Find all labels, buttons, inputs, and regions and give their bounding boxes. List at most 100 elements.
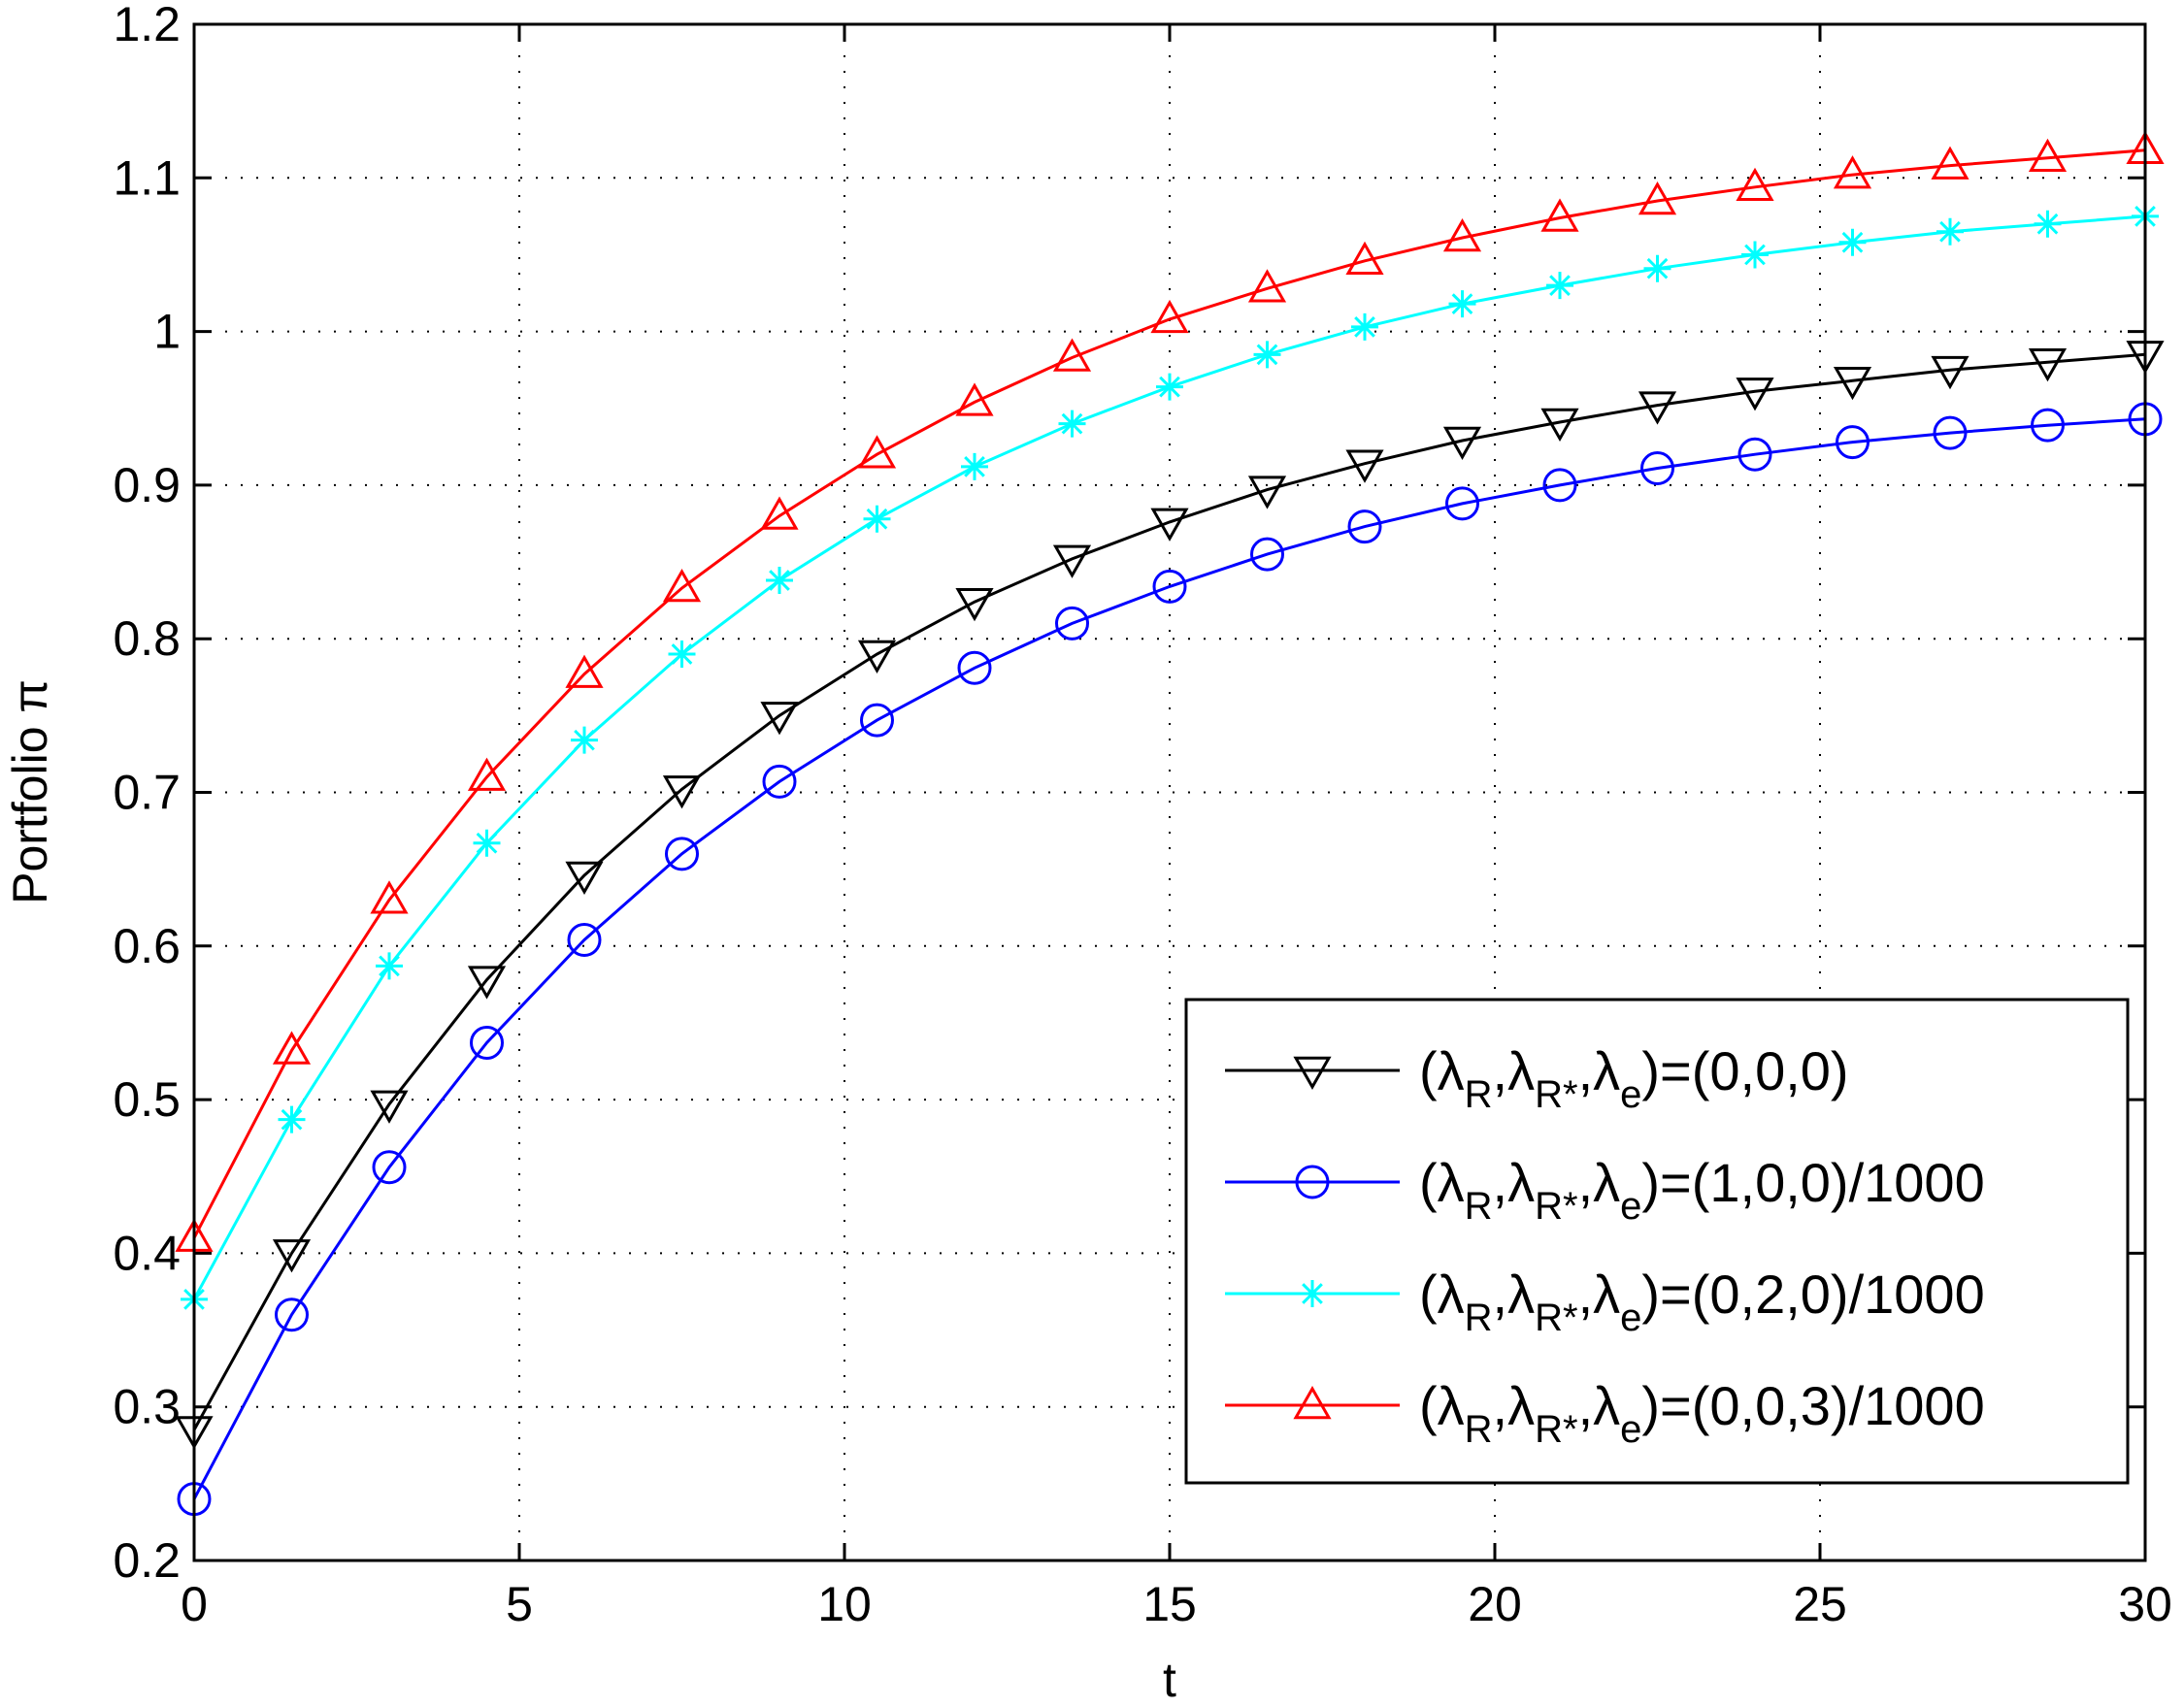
legend-subscript: R* <box>1535 1408 1577 1451</box>
y-tick-label: 1.1 <box>113 150 181 205</box>
data-point <box>272 1031 312 1065</box>
legend-subscript: e <box>1620 1408 1641 1451</box>
data-point <box>467 966 507 1000</box>
data-point <box>1442 218 1482 252</box>
legend-text-part: )=(0,0,0) <box>1641 1040 1848 1101</box>
data-point <box>1150 508 1189 542</box>
legend-text-part: (λ <box>1419 1152 1465 1213</box>
data-point <box>1247 476 1287 509</box>
data-point <box>1345 449 1384 483</box>
data-point <box>1052 544 1092 578</box>
data-point <box>372 1150 407 1185</box>
legend-text-part: (λ <box>1419 1375 1465 1436</box>
legend-label: (λR,λR*,λe)=(0,0,3)/1000 <box>1419 1375 1985 1451</box>
y-tick-label: 0.9 <box>113 458 181 512</box>
series <box>175 341 2165 1450</box>
data-point <box>760 702 799 736</box>
data-point <box>1152 569 1187 604</box>
data-point <box>370 880 409 914</box>
x-tick-label: 0 <box>181 1577 208 1631</box>
legend-box <box>1184 998 2130 1485</box>
legend-text-part: ,λ <box>1493 1152 1536 1213</box>
data-point <box>565 654 604 688</box>
data-point <box>961 452 988 480</box>
x-tick-label: 15 <box>1142 1577 1197 1631</box>
y-tick-label: 0.5 <box>113 1072 181 1127</box>
y-tick-label: 0.4 <box>113 1226 181 1280</box>
data-point <box>857 640 897 674</box>
y-tick-label: 0.7 <box>113 766 181 820</box>
data-point <box>1540 198 1579 232</box>
data-point <box>1838 228 1867 256</box>
data-point <box>370 1090 409 1124</box>
data-point <box>2034 210 2062 238</box>
data-point <box>1833 367 1872 401</box>
legend-entry: (λR,λR*,λe)=(0,2,0)/1000 <box>1225 1264 1985 1339</box>
legend: (λR,λR*,λe)=(0,0,0)(λR,λR*,λe)=(1,0,0)/1… <box>1184 998 2130 1485</box>
legend-text-part: ,λ <box>1578 1040 1621 1101</box>
legend-label: (λR,λR*,λe)=(1,0,0)/1000 <box>1419 1152 1985 1228</box>
data-point <box>1833 155 1872 189</box>
data-point <box>668 640 696 669</box>
legend-label: (λR,λR*,λe)=(0,0,0) <box>1419 1040 1849 1116</box>
series <box>181 202 2159 1313</box>
data-point <box>1737 437 1772 472</box>
data-point <box>1442 426 1482 461</box>
data-point <box>1445 486 1479 521</box>
data-point <box>1936 217 1964 246</box>
x-axis-title: t <box>1163 1653 1176 1707</box>
data-point <box>1345 241 1384 276</box>
legend-subscript: R <box>1465 1408 1493 1451</box>
x-tick-labels: 0 5 10 15 20 25 30 <box>181 1577 2172 1631</box>
data-point <box>766 567 793 595</box>
data-point <box>1347 509 1382 544</box>
y-tick-label: 0.2 <box>113 1533 181 1588</box>
series-line <box>192 148 2146 1239</box>
data-point <box>1351 312 1378 341</box>
legend-label: (λR,λR*,λe)=(0,2,0)/1000 <box>1419 1264 1985 1339</box>
legend-subscript: e <box>1620 1297 1641 1339</box>
data-point <box>2031 408 2065 443</box>
legend-text-part: ,λ <box>1493 1040 1536 1101</box>
data-point <box>1643 254 1671 282</box>
data-point <box>1055 606 1089 640</box>
x-tick-label: 20 <box>1468 1577 1522 1631</box>
legend-entry: (λR,λR*,λe)=(0,0,0) <box>1225 1040 1849 1116</box>
data-point <box>275 1297 309 1332</box>
legend-text-part: ,λ <box>1578 1264 1621 1325</box>
data-point <box>467 757 507 791</box>
data-point <box>665 837 699 871</box>
legend-subscript: e <box>1620 1073 1641 1116</box>
series <box>175 130 2165 1252</box>
data-point <box>857 435 897 469</box>
y-tick-label: 1 <box>153 305 181 359</box>
data-point <box>376 952 403 980</box>
data-point <box>1546 272 1573 300</box>
series-line <box>192 352 2146 1431</box>
data-point <box>1253 341 1281 369</box>
data-point <box>1640 450 1674 485</box>
data-point <box>278 1105 306 1133</box>
x-tick-label: 5 <box>506 1577 533 1631</box>
data-point <box>1638 391 1677 425</box>
axis-ticks <box>192 22 2147 1562</box>
legend-subscript: R <box>1465 1185 1493 1228</box>
legend-subscript: R <box>1465 1073 1493 1116</box>
data-point <box>1736 167 1774 202</box>
data-point <box>567 922 602 957</box>
data-point <box>1156 373 1183 401</box>
data-point <box>470 1026 504 1061</box>
data-point <box>473 829 501 857</box>
series-layer <box>175 130 2165 1517</box>
legend-text-part: )=(1,0,0)/1000 <box>1641 1152 1984 1213</box>
data-point <box>2028 138 2068 172</box>
data-point <box>1052 338 1092 372</box>
data-point <box>571 726 598 754</box>
data-point <box>863 505 891 533</box>
legend-text-part: ,λ <box>1493 1375 1536 1436</box>
data-point <box>272 1239 312 1273</box>
data-point <box>1931 355 1969 390</box>
x-tick-label: 25 <box>1793 1577 1847 1631</box>
data-point <box>955 382 994 416</box>
data-point <box>762 764 797 799</box>
